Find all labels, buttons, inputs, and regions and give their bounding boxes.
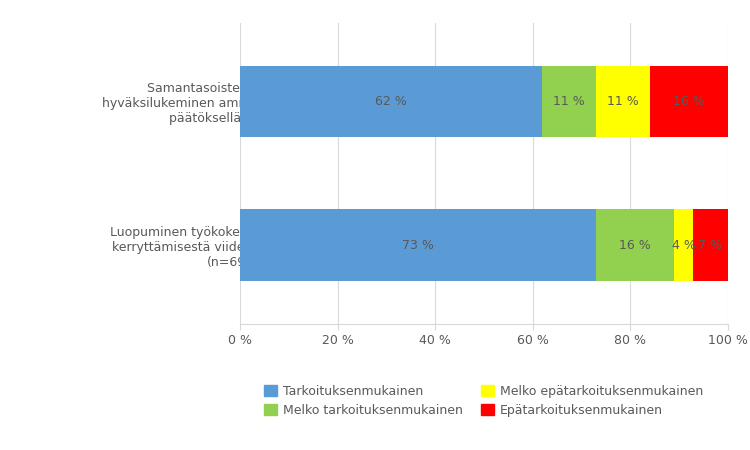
Text: 62 %: 62 %	[375, 95, 407, 108]
Bar	[240, 209, 596, 281]
Text: 16 %: 16 %	[673, 95, 704, 108]
Text: 73 %: 73 %	[402, 238, 433, 252]
Text: 16 %: 16 %	[619, 238, 651, 252]
Text: 7 %: 7 %	[698, 238, 722, 252]
Text: 4 %: 4 %	[672, 238, 695, 252]
Bar	[674, 209, 693, 281]
Bar	[650, 66, 728, 137]
Bar	[596, 209, 674, 281]
Text: 11 %: 11 %	[607, 95, 638, 108]
Bar	[542, 66, 596, 137]
Text: 11 %: 11 %	[554, 95, 585, 108]
Bar	[693, 209, 728, 281]
Bar	[596, 66, 650, 137]
Legend: Tarkoituksenmukainen, Melko tarkoituksenmukainen, Melko epätarkoituksenmukainen,: Tarkoituksenmukainen, Melko tarkoituksen…	[264, 384, 704, 417]
Bar	[240, 66, 542, 137]
